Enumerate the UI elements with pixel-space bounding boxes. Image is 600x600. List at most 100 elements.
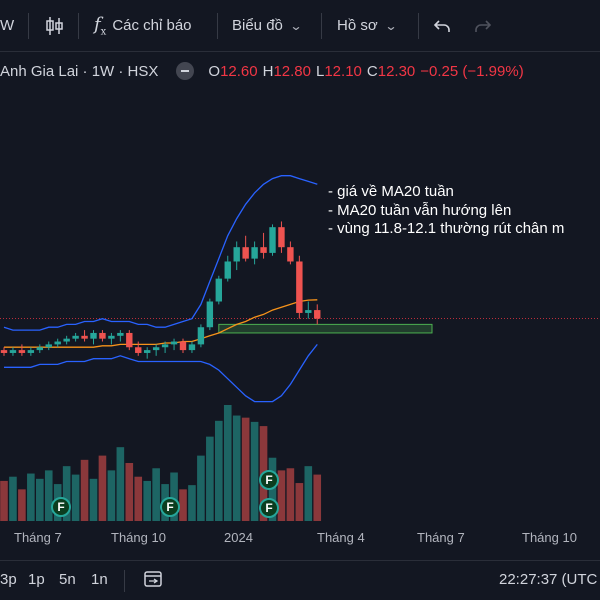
high-key: H	[262, 62, 274, 80]
fx-icon: fx	[94, 13, 107, 38]
open-value: 12.60	[220, 62, 258, 80]
candle-body	[179, 341, 187, 351]
volume-bar	[0, 480, 8, 521]
candle-body	[36, 347, 43, 351]
chart-type-label: Biểu đồ	[232, 17, 283, 34]
volume-bar	[80, 459, 89, 521]
volume-bar	[197, 455, 205, 521]
redo-button[interactable]	[474, 0, 492, 52]
candle-body	[99, 332, 106, 339]
volume-bar	[27, 473, 35, 521]
symbol-label[interactable]: Anh Gia Lai · 1W · HSX	[0, 62, 159, 80]
volume-bar	[71, 474, 80, 521]
candle-body	[72, 335, 79, 339]
candle-body	[260, 247, 267, 253]
candle-body	[251, 247, 258, 259]
candle-body	[144, 350, 151, 353]
volume-bar	[286, 468, 295, 521]
collapse-icon[interactable]	[176, 62, 195, 80]
symbol-legend: Anh Gia Lai · 1W · HSX O 12.60 H 12.80 L…	[0, 62, 524, 80]
toolbar-divider	[321, 13, 322, 39]
candle-body	[126, 332, 133, 348]
volume-bar	[143, 480, 151, 521]
volume-bar	[116, 447, 125, 521]
volume-bar	[125, 463, 134, 521]
calendar-range-icon	[144, 571, 162, 587]
volume-bar	[206, 436, 214, 521]
volume-bar	[232, 415, 241, 521]
candle-body	[242, 247, 249, 259]
undo-button[interactable]	[433, 0, 451, 52]
volume-bar	[250, 421, 259, 521]
chart-type-button[interactable]: Biểu đồ ⌄	[232, 0, 303, 52]
volume-bar	[152, 468, 160, 521]
time-axis-label: Tháng 10	[522, 530, 577, 545]
financials-badge[interactable]: F	[51, 497, 71, 517]
financials-badge[interactable]: F	[160, 497, 180, 517]
range-button[interactable]: 3p	[0, 571, 17, 588]
volume-bar	[134, 476, 143, 521]
interval-label: W	[0, 17, 15, 34]
candle-body	[269, 227, 276, 253]
candle-body	[152, 347, 160, 351]
indicators-button[interactable]: fx Các chỉ báo	[94, 0, 192, 52]
candle-body	[117, 332, 124, 336]
volume-bar	[62, 466, 71, 521]
volume-bar	[98, 455, 107, 521]
redo-icon	[475, 19, 492, 32]
toolbar-divider	[418, 13, 419, 39]
indicators-label: Các chỉ báo	[112, 17, 192, 34]
range-button[interactable]: 1n	[91, 571, 108, 588]
price-chart	[0, 175, 600, 521]
date-range-button[interactable]	[143, 570, 163, 592]
candle-body	[90, 332, 97, 339]
candle-body	[54, 341, 61, 345]
toolbar-divider	[124, 570, 125, 592]
profile-label: Hồ sơ	[337, 17, 378, 34]
bollinger-upper-line	[3, 175, 318, 331]
candle-body	[215, 278, 222, 302]
interval-button[interactable]: W	[0, 0, 14, 52]
candle-body	[45, 344, 52, 348]
low-key: L	[316, 62, 325, 80]
volume-bar	[304, 466, 313, 521]
close-key: C	[366, 62, 378, 80]
candle-body	[135, 347, 142, 353]
toolbar-divider	[217, 13, 218, 39]
candle-body	[278, 227, 285, 248]
financials-badge[interactable]: F	[259, 498, 279, 518]
range-button[interactable]: 1p	[28, 571, 45, 588]
chart-pane[interactable]	[0, 52, 600, 560]
support-zone	[218, 323, 433, 334]
candle-body	[9, 350, 17, 353]
profile-button[interactable]: Hồ sơ ⌄	[337, 0, 397, 52]
volume-bar	[44, 470, 53, 521]
time-axis-label: Tháng 4	[317, 530, 365, 545]
close-value: 12.30	[377, 62, 416, 80]
candle-body	[27, 350, 35, 353]
annotation-line[interactable]: - MA20 tuần vẫn hướng lên	[328, 202, 512, 219]
volume-bar	[107, 470, 116, 521]
candle-body	[161, 344, 169, 348]
volume-bar	[277, 470, 286, 521]
chevron-down-icon: ⌄	[289, 18, 303, 33]
range-button[interactable]: 5n	[59, 571, 76, 588]
candlestick-icon	[46, 16, 63, 35]
annotation-line[interactable]: - vùng 11.8-12.1 thường rút chân m	[328, 220, 565, 237]
financials-badge[interactable]: F	[259, 470, 279, 490]
time-axis-label: Tháng 7	[14, 530, 62, 545]
candle-body	[81, 335, 88, 339]
candle-body	[314, 310, 321, 319]
candle-body	[18, 350, 26, 353]
change-value: −0.25 (−1.99%)	[420, 62, 524, 80]
candle-body	[233, 247, 240, 262]
candle-style-button[interactable]	[44, 0, 64, 52]
volume-bar	[170, 472, 178, 521]
clock-label[interactable]: 22:27:37 (UTC	[499, 571, 598, 588]
candle-body	[206, 301, 214, 328]
annotation-line[interactable]: - giá về MA20 tuần	[328, 183, 454, 200]
candle-body	[287, 247, 294, 262]
candle-body	[305, 310, 312, 313]
top-toolbar: W fx Các chỉ báo Biểu đồ ⌄ Hồ sơ ⌄	[0, 0, 600, 52]
low-value: 12.10	[324, 62, 362, 80]
